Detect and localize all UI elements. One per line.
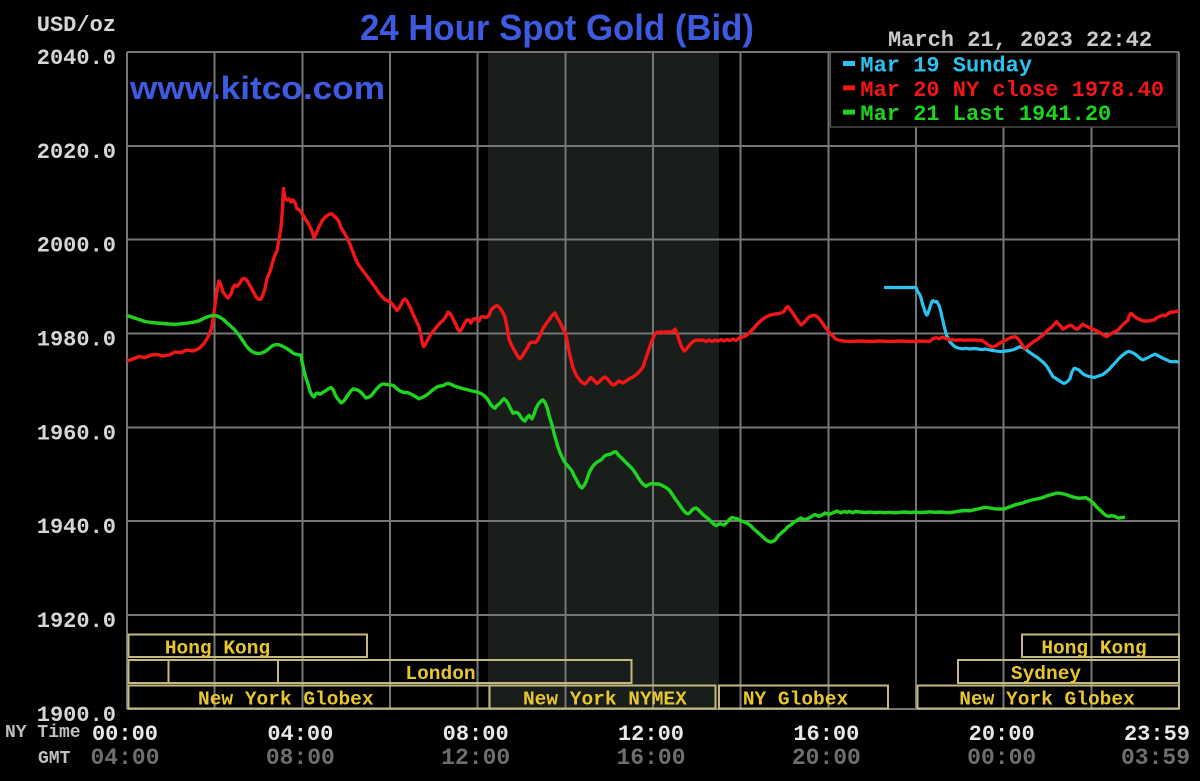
svg-text:March 21, 2023 22:42: March 21, 2023 22:42	[888, 28, 1152, 53]
svg-text:New York Globex: New York Globex	[198, 689, 374, 711]
svg-text:04:00: 04:00	[267, 722, 333, 747]
svg-text:1940.0: 1940.0	[37, 515, 116, 540]
svg-text:2020.0: 2020.0	[37, 140, 116, 165]
svg-text:12:00: 12:00	[441, 745, 510, 771]
svg-text:GMT: GMT	[38, 749, 71, 769]
svg-text:00:00: 00:00	[967, 745, 1036, 771]
svg-text:1960.0: 1960.0	[37, 421, 116, 446]
svg-text:03:59: 03:59	[1121, 745, 1190, 771]
svg-text:NY Globex: NY Globex	[743, 689, 849, 711]
svg-text:08:00: 08:00	[266, 745, 335, 771]
svg-text:00:00: 00:00	[92, 722, 158, 747]
svg-text:USD/oz: USD/oz	[37, 13, 116, 38]
svg-text:Mar 21 Last 1941.20: Mar 21 Last 1941.20	[860, 102, 1111, 127]
svg-text:20:00: 20:00	[969, 722, 1035, 747]
svg-text:1920.0: 1920.0	[37, 609, 116, 634]
svg-text:16:00: 16:00	[616, 745, 685, 771]
svg-text:New York NYMEX: New York NYMEX	[523, 689, 687, 711]
svg-text:New York Globex: New York Globex	[959, 689, 1135, 711]
svg-text:20:00: 20:00	[792, 745, 861, 771]
svg-text:2000.0: 2000.0	[37, 234, 116, 259]
svg-text:12:00: 12:00	[618, 722, 684, 747]
svg-text:1900.0: 1900.0	[37, 703, 116, 728]
svg-text:08:00: 08:00	[443, 722, 509, 747]
svg-text:NY Time: NY Time	[5, 723, 81, 743]
svg-text:Hong Kong: Hong Kong	[1041, 638, 1146, 660]
svg-text:04:00: 04:00	[90, 745, 159, 771]
svg-text:1980.0: 1980.0	[37, 327, 116, 352]
svg-text:www.kitco.com: www.kitco.com	[129, 70, 385, 106]
svg-text:Mar 19 Sunday: Mar 19 Sunday	[860, 54, 1032, 79]
svg-text:16:00: 16:00	[793, 722, 859, 747]
svg-text:2040.0: 2040.0	[37, 46, 116, 71]
svg-text:Mar 20 NY close 1978.40: Mar 20 NY close 1978.40	[860, 78, 1164, 103]
svg-text:Sydney: Sydney	[1011, 663, 1082, 685]
svg-text:London: London	[405, 663, 475, 685]
svg-text:24 Hour Spot Gold (Bid): 24 Hour Spot Gold (Bid)	[360, 7, 754, 48]
svg-text:23:59: 23:59	[1124, 722, 1190, 747]
svg-text:Hong Kong: Hong Kong	[165, 638, 270, 660]
